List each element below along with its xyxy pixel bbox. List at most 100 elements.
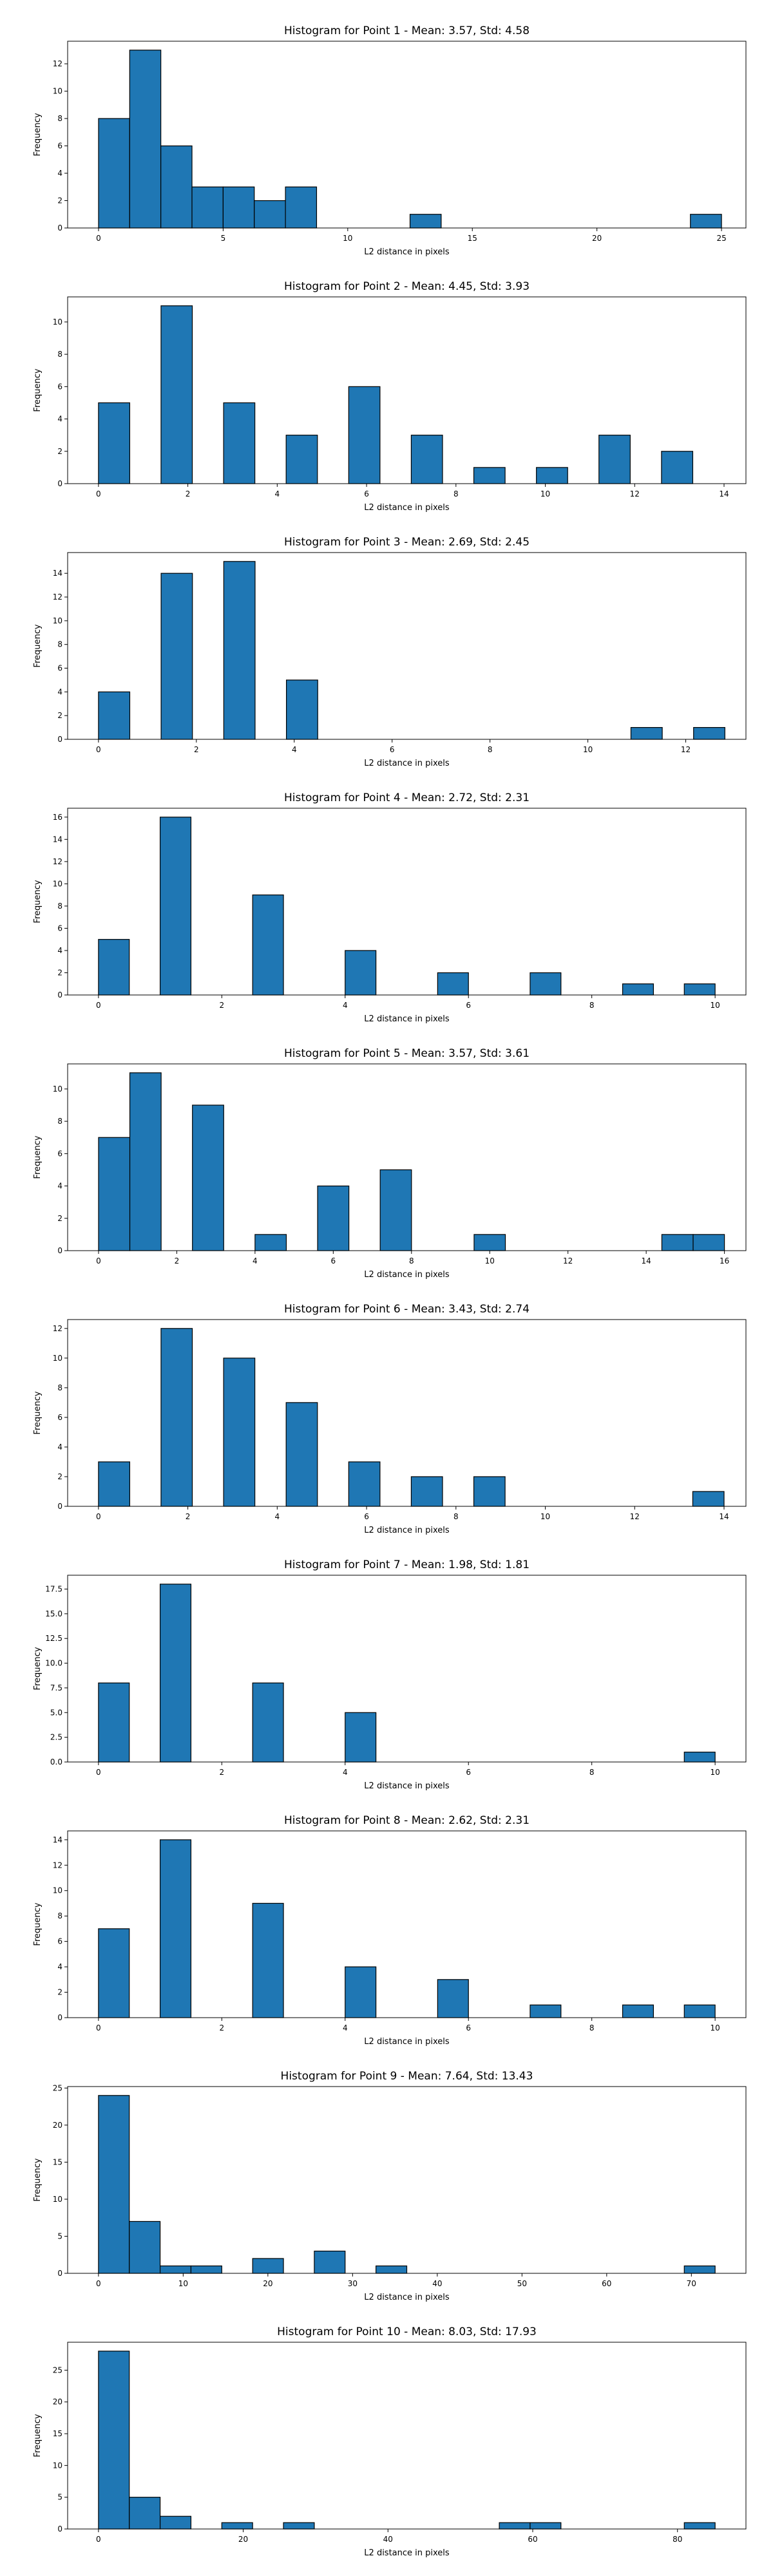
histogram-bar	[630, 726, 663, 740]
y-tick-label: 2	[57, 968, 62, 977]
x-tick-label: 8	[453, 1512, 459, 1521]
chart-title: Histogram for Point 8 - Mean: 2.62, Std:…	[284, 1814, 530, 1827]
histogram-bar	[693, 726, 725, 740]
histogram-bar	[437, 1979, 469, 2018]
x-tick-label: 50	[517, 2279, 527, 2288]
y-axis-label: Frequency	[33, 1135, 43, 1179]
x-tick-label: 12	[630, 489, 640, 498]
y-tick-label: 0	[57, 1246, 62, 1255]
y-tick-label: 6	[57, 923, 62, 933]
histogram-bar	[190, 2265, 222, 2274]
y-tick-label: 6	[57, 1149, 62, 1158]
x-tick-label: 0	[96, 1256, 101, 1265]
histogram-panel-9: Histogram for Point 9 - Mean: 7.64, Std:…	[33, 2070, 747, 2302]
y-tick-label: 0.0	[50, 1757, 62, 1766]
x-tick-label: 0	[96, 1512, 101, 1521]
x-tick-label: 0	[96, 2535, 101, 2544]
histogram-bar	[98, 2351, 130, 2530]
histogram-panel-6: Histogram for Point 6 - Mean: 3.43, Std:…	[33, 1303, 747, 1535]
histogram-bar	[683, 1752, 716, 1763]
y-tick-label: 4	[57, 946, 62, 955]
histogram-bar	[129, 50, 162, 229]
x-tick-label: 6	[364, 489, 369, 498]
x-tick-label: 4	[343, 1768, 348, 1777]
y-tick-label: 14	[53, 835, 62, 844]
histogram-bar	[379, 1169, 412, 1251]
x-tick-label: 30	[348, 2279, 358, 2288]
x-tick-label: 6	[466, 1001, 471, 1010]
chart-title: Histogram for Point 4 - Mean: 2.72, Std:…	[284, 791, 530, 804]
histogram-bar	[345, 1966, 377, 2018]
y-tick-label: 4	[57, 415, 62, 424]
histogram-bar	[222, 186, 255, 229]
x-tick-label: 0	[96, 2023, 101, 2032]
y-tick-label: 15	[53, 2429, 62, 2438]
histogram-panel-10: Histogram for Point 10 - Mean: 8.03, Std…	[33, 2325, 747, 2558]
chart-title: Histogram for Point 9 - Mean: 7.64, Std:…	[281, 2070, 533, 2083]
y-tick-label: 25	[53, 2365, 62, 2374]
y-tick-label: 5	[57, 2493, 62, 2502]
plot-frame	[67, 2086, 747, 2274]
x-axis-label: L2 distance in pixels	[364, 1526, 450, 1535]
x-tick-label: 6	[466, 1768, 471, 1777]
histogram-bar	[683, 2004, 716, 2018]
histogram-bar	[473, 1234, 506, 1251]
plot-frame	[67, 808, 747, 996]
y-axis-label: Frequency	[33, 880, 43, 923]
x-tick-label: 0	[96, 234, 101, 243]
y-tick-label: 12	[53, 1324, 62, 1333]
histogram-bar	[499, 2522, 531, 2530]
x-tick-label: 10	[710, 1768, 720, 1777]
plot-frame	[67, 552, 747, 740]
histogram-bar	[622, 2004, 654, 2018]
histogram-bar	[348, 1461, 381, 1507]
histogram-bar	[223, 402, 256, 484]
y-tick-label: 0	[57, 2269, 62, 2278]
y-tick-label: 8	[57, 350, 62, 359]
histogram-bar	[314, 2250, 346, 2274]
y-axis-label: Frequency	[33, 368, 43, 412]
histogram-panel-8: Histogram for Point 8 - Mean: 2.62, Std:…	[33, 1814, 747, 2047]
histogram-bar	[252, 895, 284, 996]
histogram-bar	[192, 1104, 224, 1251]
histogram-bar	[129, 2221, 161, 2274]
y-tick-label: 15	[53, 2157, 62, 2166]
y-tick-label: 12	[53, 857, 62, 866]
y-tick-label: 6	[57, 142, 62, 151]
histogram-bar	[191, 186, 224, 229]
x-tick-label: 25	[716, 234, 726, 243]
y-axis-label: Frequency	[33, 1391, 43, 1434]
y-tick-label: 10	[53, 2195, 62, 2204]
x-tick-label: 14	[719, 1512, 729, 1521]
x-tick-label: 70	[687, 2279, 696, 2288]
histogram-bar	[252, 1682, 284, 1763]
y-tick-label: 12	[53, 592, 62, 601]
x-tick-label: 2	[219, 1001, 224, 1010]
y-tick-label: 0	[57, 2013, 62, 2022]
histogram-panel-4: Histogram for Point 4 - Mean: 2.72, Std:…	[33, 791, 747, 1024]
y-tick-label: 4	[57, 169, 62, 178]
histogram-bar	[223, 561, 256, 740]
x-tick-label: 10	[343, 234, 352, 243]
histogram-bar	[409, 214, 442, 229]
x-tick-label: 12	[681, 745, 691, 754]
plot-frame	[67, 2342, 747, 2530]
y-tick-label: 17.5	[45, 1584, 62, 1593]
y-tick-label: 12	[53, 1861, 62, 1870]
y-tick-label: 6	[57, 664, 62, 673]
y-tick-label: 2	[57, 1214, 62, 1223]
x-tick-label: 6	[390, 745, 395, 754]
histogram-bar	[683, 2265, 716, 2274]
x-tick-label: 20	[592, 234, 602, 243]
y-tick-label: 10	[53, 616, 62, 625]
y-tick-label: 14	[53, 1835, 62, 1844]
histogram-bar	[98, 1137, 131, 1251]
y-tick-label: 10	[53, 879, 62, 888]
histogram-bar	[159, 1584, 192, 1763]
y-tick-label: 10.0	[45, 1659, 62, 1668]
y-tick-label: 0	[57, 990, 62, 999]
y-axis-label: Frequency	[33, 2414, 43, 2457]
x-tick-label: 16	[720, 1256, 729, 1265]
x-tick-label: 4	[343, 1001, 348, 1010]
x-tick-label: 60	[528, 2535, 537, 2544]
